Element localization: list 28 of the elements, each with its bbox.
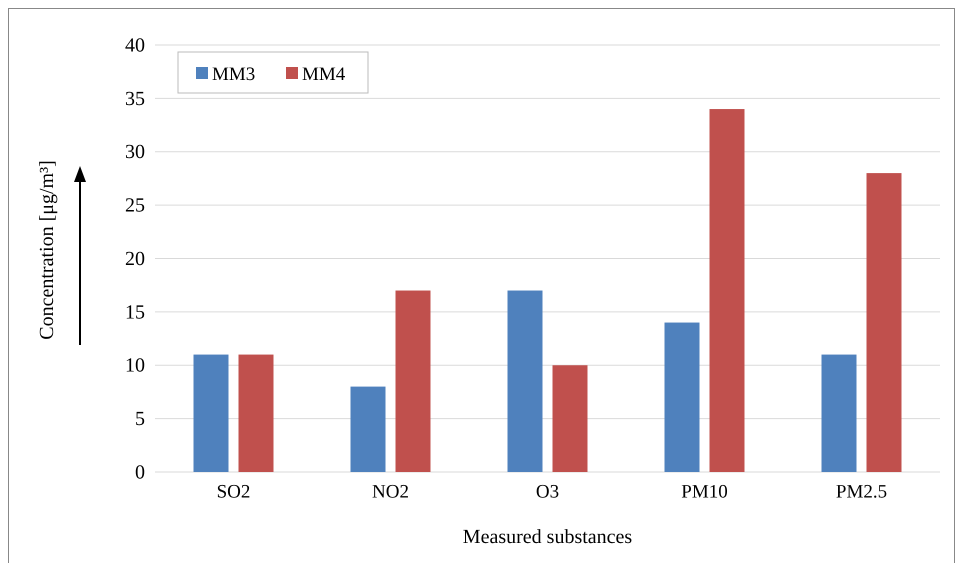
bar: [238, 354, 274, 472]
y-tick-label: 15: [125, 301, 145, 324]
bar: [866, 173, 902, 472]
x-tick-label: SO2: [216, 481, 250, 502]
y-tick-label: 5: [135, 408, 145, 430]
y-tick-label: 0: [135, 461, 145, 484]
y-tick-label: 10: [125, 354, 145, 377]
x-axis-title: Measured substances: [462, 526, 632, 548]
bar: [664, 322, 700, 472]
legend-label: MM3: [212, 64, 256, 85]
y-tick-label: 30: [125, 141, 145, 164]
bar: [350, 386, 386, 472]
bar: [710, 109, 744, 472]
bar: [508, 290, 542, 472]
bar: [194, 354, 228, 472]
y-axis-title: Concentration [μg/m³]: [36, 160, 58, 340]
x-tick-label: PM10: [681, 481, 728, 502]
y-tick-label: 35: [125, 88, 145, 110]
bar: [396, 290, 430, 472]
x-tick-label: O3: [536, 481, 560, 502]
y-tick-label: 40: [125, 34, 145, 56]
y-tick-label: 25: [125, 194, 145, 217]
x-tick-label: PM2.5: [836, 481, 888, 502]
y-tick-label: 20: [125, 248, 145, 270]
x-tick-label: NO2: [372, 481, 409, 502]
bar: [552, 365, 588, 472]
bar: [822, 354, 856, 472]
legend-label: MM4: [302, 64, 346, 85]
